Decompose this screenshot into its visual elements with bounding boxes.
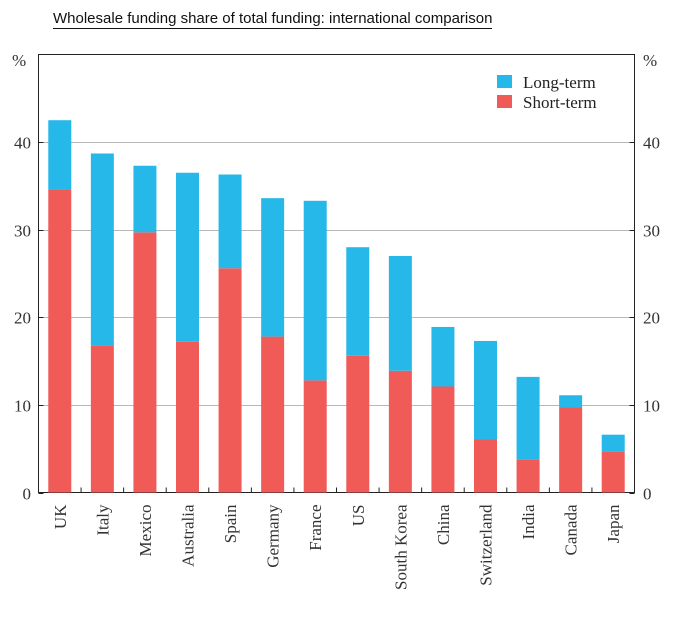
y-tick-label-left: 10 [14, 397, 31, 416]
x-tick-label: Canada [562, 504, 581, 555]
bar-short-term-china [431, 386, 455, 493]
bar-short-term-switzerland [474, 439, 497, 493]
x-tick-label: Mexico [136, 505, 155, 557]
x-tick-label: Spain [221, 504, 240, 543]
bar-long-term-south-korea [388, 255, 412, 371]
y-tick-label-right: 30 [643, 222, 660, 241]
bar-short-term-canada [559, 407, 583, 493]
x-tick-label: South Korea [391, 504, 410, 590]
y-axis-unit-right: % [643, 51, 657, 70]
legend-label-short-term: Short-term [523, 93, 597, 112]
bar-short-term-japan [601, 451, 625, 493]
bar-long-term-germany [261, 198, 285, 337]
y-tick-label-right: 0 [643, 485, 652, 504]
x-tick-label: Germany [264, 504, 283, 568]
legend-swatch-long-term [497, 75, 512, 88]
bar-long-term-spain [218, 174, 242, 269]
bar-long-term-italy [90, 153, 114, 346]
x-tick-label: UK [51, 504, 70, 529]
y-tick-label-left: 40 [14, 134, 31, 153]
y-tick-label-right: 20 [643, 309, 660, 328]
bar-long-term-us [346, 247, 370, 356]
bar-long-term-japan [601, 434, 625, 452]
x-tick-label: China [434, 504, 453, 545]
y-axis-unit-left: % [12, 51, 26, 70]
chart-title: Wholesale funding share of total funding… [53, 10, 493, 29]
bar-long-term-canada [559, 395, 583, 408]
bar-long-term-china [431, 326, 455, 387]
plot-area-frame [38, 54, 635, 493]
bar-short-term-india [516, 459, 540, 493]
legend-label-long-term: Long-term [523, 73, 596, 92]
bar-short-term-spain [218, 268, 242, 493]
bar-short-term-germany [261, 336, 285, 493]
bar-short-term-south-korea [388, 370, 412, 493]
bar-long-term-uk [48, 120, 72, 190]
bar-short-term-italy [90, 345, 114, 493]
x-tick-label: Italy [93, 504, 112, 536]
bar-long-term-india [516, 376, 540, 460]
y-tick-label-left: 30 [14, 222, 31, 241]
bar-short-term-us [346, 355, 370, 493]
bar-long-term-mexico [133, 165, 157, 233]
x-tick-label: Australia [179, 504, 198, 567]
x-tick-label: India [519, 504, 538, 539]
bar-long-term-australia [176, 172, 199, 342]
bar-short-term-australia [176, 341, 199, 493]
x-tick-label: US [349, 505, 368, 527]
bar-short-term-france [303, 380, 327, 493]
bar-short-term-uk [48, 189, 72, 493]
x-tick-label: Japan [604, 504, 623, 543]
bar-short-term-mexico [133, 232, 157, 493]
x-tick-label: France [306, 505, 325, 551]
y-tick-label-left: 20 [14, 309, 31, 328]
x-tick-label: Switzerland [477, 504, 496, 586]
y-tick-label-right: 40 [643, 134, 660, 153]
bar-long-term-switzerland [474, 340, 497, 440]
y-tick-label-right: 10 [643, 397, 660, 416]
legend-swatch-short-term [497, 95, 512, 108]
legend: Long-term Short-term [497, 73, 597, 112]
bar-long-term-france [303, 200, 327, 381]
y-tick-label-left: 0 [23, 485, 32, 504]
